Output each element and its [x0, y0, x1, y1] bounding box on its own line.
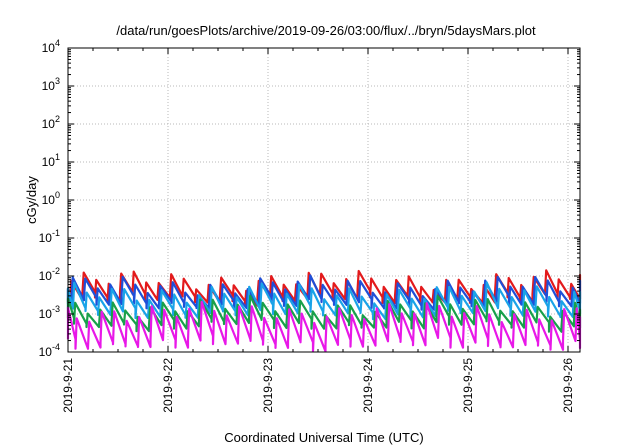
series-line: [66, 281, 582, 321]
y-axis-label: cGy/day: [24, 176, 39, 224]
y-tick-label: 101: [42, 152, 60, 169]
x-tick-label: 2019-9-21: [61, 358, 75, 413]
x-tick-label: 2019-9-26: [561, 358, 575, 413]
y-tick-label: 10-1: [39, 228, 60, 245]
y-tick-label: 103: [42, 76, 60, 93]
x-tick-label: 2019-9-22: [161, 358, 175, 413]
y-axis: 10-4 10-3 10-2 10-1 100 101 102 103 104: [39, 38, 580, 359]
series-line: [66, 274, 582, 311]
y-tick-label: 10-3: [39, 304, 60, 321]
series-group: [66, 269, 582, 353]
series-line: [66, 294, 582, 333]
x-axis-label: Coordinated Universal Time (UTC): [224, 430, 423, 445]
y-tick-label: 100: [42, 190, 60, 207]
y-tick-label: 10-4: [39, 342, 60, 359]
chart-title: /data/run/goesPlots/archive/2019-09-26/0…: [116, 23, 536, 38]
x-tick-label: 2019-9-25: [461, 358, 475, 413]
y-tick-label: 10-2: [39, 266, 60, 283]
grid: [68, 48, 580, 352]
y-tick-label: 104: [42, 38, 60, 55]
x-tick-label: 2019-9-24: [361, 358, 375, 413]
series-line: [66, 300, 582, 353]
y-tick-label: 102: [42, 114, 60, 131]
x-axis: 2019-9-21 2019-9-22 2019-9-23 2019-9-24 2019…: [61, 48, 575, 413]
x-tick-label: 2019-9-23: [261, 358, 275, 413]
